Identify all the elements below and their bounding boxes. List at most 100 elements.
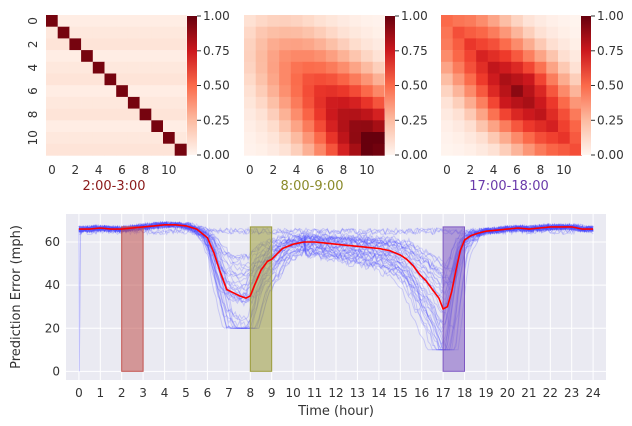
heatmap-cell: [499, 96, 512, 109]
heatmap-cell: [325, 108, 338, 121]
heatmap-1-colorbar: [187, 16, 197, 155]
heatmap-cell: [46, 96, 58, 109]
heatmap-cell: [279, 61, 292, 74]
heatmap-cell: [302, 38, 315, 51]
heatmap-cell: [337, 96, 350, 109]
x-tick-label: 24: [585, 386, 600, 400]
heatmap-cell: [92, 143, 105, 156]
heatmap-cell: [452, 108, 465, 121]
heatmap-cell: [151, 61, 164, 74]
heatmap-cell: [255, 132, 268, 144]
x-tick-label: 13: [350, 386, 365, 400]
heatmap-cell: [92, 73, 105, 86]
heatmap-cell: [522, 50, 535, 63]
heatmap-3: 0 2 4 6 8 10 0.00 0.25 0.50 0.75 1.00 17:00-18:00: [441, 9, 624, 194]
heatmap-cell: [441, 15, 453, 27]
heatmap-cell: [139, 85, 152, 98]
heatmap-cell: [92, 61, 105, 74]
heatmap-cell: [267, 143, 280, 156]
heatmap-cell: [499, 108, 512, 121]
heatmap-cell: [290, 73, 303, 86]
y-tick-label: 40: [45, 278, 60, 292]
heatmap-cell: [487, 61, 500, 74]
heatmap-cell: [325, 96, 338, 109]
heatmap-cell: [174, 50, 187, 63]
x-tick-label: 8: [246, 386, 254, 400]
heatmap-cell: [57, 132, 70, 144]
trace-line: [78, 229, 82, 372]
heatmap-cell: [499, 15, 512, 27]
heatmap-cell: [163, 96, 175, 109]
heatmap-cell: [57, 50, 70, 63]
heatmap-cell: [116, 38, 129, 51]
heatmap-cell: [69, 73, 82, 86]
heatmap-cell: [57, 85, 70, 98]
heatmap-cell: [441, 38, 453, 51]
heatmap-cell: [569, 132, 582, 144]
heatmap-cell: [139, 108, 152, 121]
heatmap-cell: [151, 120, 164, 133]
x-tick-label: 3: [139, 386, 147, 400]
heatmap-cell: [302, 26, 315, 39]
heatmap-cell: [81, 96, 94, 109]
heatmap-cell: [151, 108, 164, 121]
heatmap-cell: [279, 96, 292, 109]
heatmap-cell: [534, 61, 547, 74]
heatmap-cell: [267, 61, 280, 74]
heatmap-y-tick: 2: [26, 40, 40, 48]
heatmap-cell: [163, 85, 175, 98]
heatmap-cell: [81, 26, 94, 39]
colorbar-tick-label: 0.25: [401, 113, 428, 127]
heatmap-cell: [487, 85, 500, 98]
heatmap-cell: [57, 61, 70, 74]
heatmap-cell: [244, 61, 256, 74]
heatmap-cell: [511, 73, 524, 86]
heatmap-cell: [499, 85, 512, 98]
heatmap-x-tick: 10: [359, 163, 374, 177]
colorbar-tick-label: 0.00: [203, 148, 230, 162]
heatmap-cell: [46, 143, 58, 156]
trace-line: [78, 221, 594, 351]
heatmap-cell: [361, 120, 373, 133]
heatmap-cell: [325, 120, 338, 133]
heatmap-cell: [302, 96, 315, 109]
heatmap-cell: [69, 96, 82, 109]
heatmap-cell: [69, 26, 82, 39]
colorbar-tick-label: 0.75: [401, 44, 428, 58]
x-tick-label: 11: [307, 386, 322, 400]
heatmap-cell: [511, 85, 524, 98]
x-tick-label: 5: [182, 386, 190, 400]
x-tick-label: 14: [371, 386, 386, 400]
y-axis-label: Prediction Error (mph): [9, 225, 24, 369]
heatmap-cell: [163, 15, 175, 27]
heatmap-cell: [81, 120, 94, 133]
heatmap-cell: [244, 85, 256, 98]
heatmap-cell: [558, 61, 570, 74]
heatmap-cell: [290, 50, 303, 63]
heatmap-cell: [476, 143, 489, 156]
heatmap-cell: [511, 26, 524, 39]
heatmap-cell: [569, 26, 582, 39]
trace-line: [78, 222, 594, 351]
time-window-band: [442, 226, 466, 372]
heatmap-cell: [349, 26, 362, 39]
x-tick-label: 23: [564, 386, 579, 400]
heatmap-cell: [487, 15, 500, 27]
heatmap-cell: [372, 85, 385, 98]
heatmap-cell: [116, 132, 129, 144]
heatmap-cell: [476, 85, 489, 98]
heatmap-cell: [534, 143, 547, 156]
x-tick-label: 15: [393, 386, 408, 400]
heatmap-cell: [163, 120, 175, 133]
trace-line: [78, 222, 594, 350]
heatmap-cell: [464, 132, 477, 144]
heatmap-cell: [267, 15, 280, 27]
heatmap-3-cells: [441, 15, 582, 156]
heatmap-cell: [104, 120, 117, 133]
heatmap-cell: [279, 38, 292, 51]
heatmap-cell: [534, 26, 547, 39]
heatmap-cell: [534, 120, 547, 133]
heatmap-cell: [244, 50, 256, 63]
trace-line: [78, 220, 594, 299]
